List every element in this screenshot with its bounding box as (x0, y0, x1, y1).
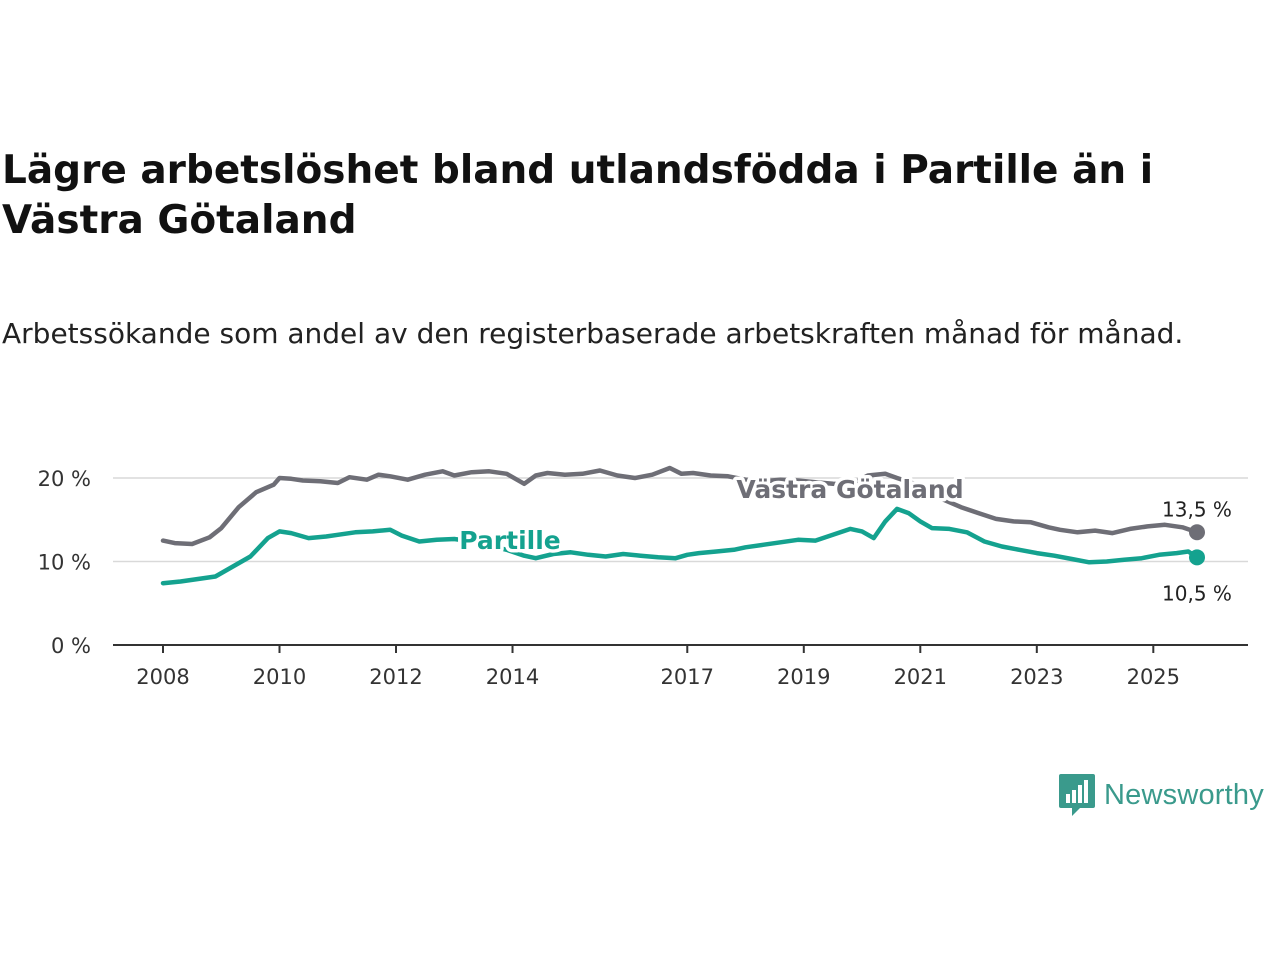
series-lines (160, 465, 1205, 586)
line-chart: 0 % 10 % 20 % 2008 2010 2012 2014 2017 2019 2021… (38, 465, 1248, 689)
y-tick-label: 10 % (38, 551, 91, 575)
x-tick-label: 2008 (136, 665, 189, 689)
x-tick-label: 2012 (369, 665, 422, 689)
end-point-vastra-gotaland (1189, 524, 1205, 541)
series-label-partille: Partille (459, 526, 560, 555)
y-tick-label: 0 % (51, 634, 91, 658)
x-tick-label: 2025 (1127, 665, 1180, 689)
x-axis-ticks: 2008 2010 2012 2014 2017 2019 2021 2023 2025 (136, 645, 1180, 689)
newsworthy-logo: Newsworthy (1058, 772, 1264, 818)
chart-title: Lägre arbetslöshet bland utlandsfödda i … (2, 148, 1154, 243)
series-labels: 13,5 % Västra Götaland 10,5 % Partille (456, 472, 1232, 606)
chart-subtitle: Arbetssökande som andel av den registerb… (2, 317, 1184, 350)
newsworthy-logo-icon (1059, 774, 1095, 816)
end-label-vastra-gotaland: 13,5 % (1162, 497, 1232, 521)
newsworthy-wordmark: Newsworthy (1104, 778, 1264, 811)
end-label-partille: 10,5 % (1162, 581, 1232, 605)
end-point-partille (1189, 549, 1205, 566)
series-label-vastra-gotaland: Västra Götaland (736, 475, 963, 504)
series-line-vastra-gotaland (160, 465, 1200, 547)
y-tick-label: 20 % (38, 467, 91, 491)
y-axis-ticks: 0 % 10 % 20 % (38, 467, 91, 658)
gridlines (113, 477, 1248, 563)
x-tick-label: 2017 (661, 665, 714, 689)
x-tick-label: 2014 (486, 665, 539, 689)
x-tick-label: 2019 (777, 665, 830, 689)
x-tick-label: 2010 (253, 665, 306, 689)
x-tick-label: 2021 (894, 665, 947, 689)
series-line-partille (160, 506, 1200, 586)
x-tick-label: 2023 (1010, 665, 1063, 689)
